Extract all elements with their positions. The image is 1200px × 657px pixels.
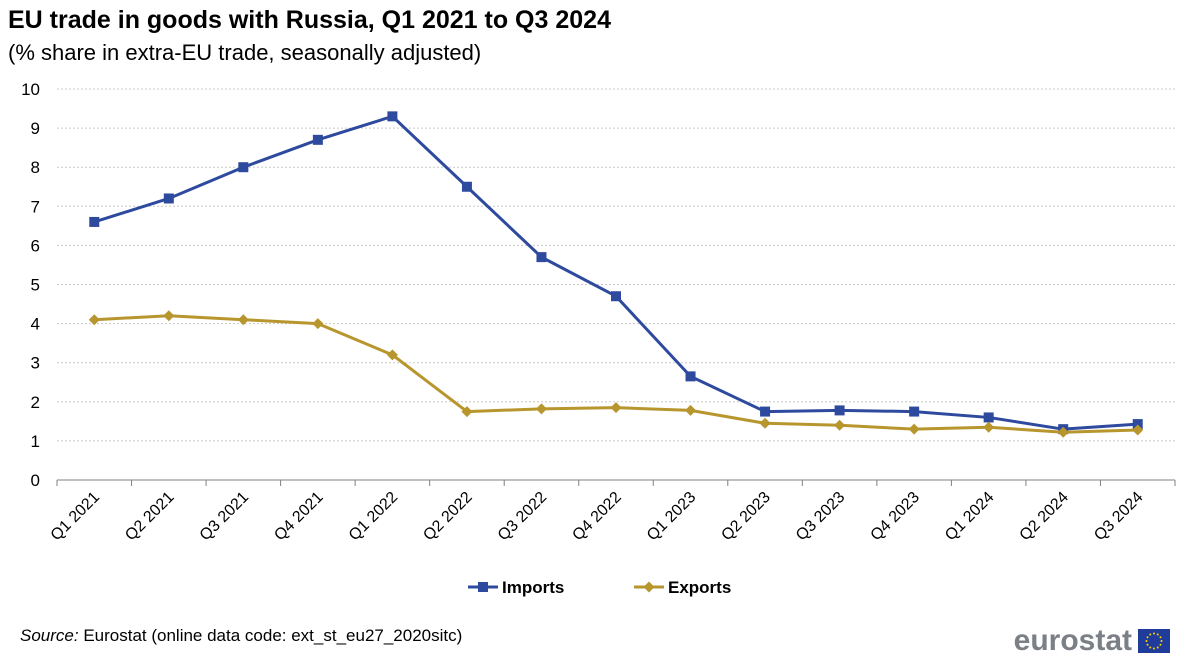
x-tick-label: Q1 2024 [942,489,997,544]
y-tick-label: 8 [31,158,40,177]
x-tick-label: Q3 2023 [793,489,848,544]
data-point-exports [610,402,622,414]
legend-label: Imports [502,578,564,597]
y-tick-label: 5 [31,276,40,295]
series-line-imports [93,114,1138,431]
logo-text: eurostat [1013,624,1132,657]
x-tick-label: Q1 2022 [346,489,401,544]
x-tick-label: Q2 2022 [420,489,475,544]
y-tick-label: 7 [31,197,40,216]
legend-item-imports: Imports [468,578,564,597]
source-label: Source: [20,626,79,645]
x-tick-label: Q3 2024 [1091,489,1146,544]
data-point-exports [1132,424,1144,436]
data-point-exports [535,403,547,415]
y-tick-label: 0 [31,471,40,490]
y-tick-label: 9 [31,119,40,138]
x-tick-label: Q1 2023 [644,489,699,544]
source-text: Eurostat (online data code: ext_st_eu27_… [78,626,463,645]
data-point-exports [834,419,846,431]
data-point-exports [983,421,995,433]
line-chart: 0 1 2 3 4 5 6 7 8 9 10 Q1 2021 Q2 2021 Q3 2021 Q4 2021… [21,80,1176,597]
y-tick-label: 4 [31,315,40,334]
chart-title: EU trade in goods with Russia, Q1 2021 t… [8,6,611,34]
y-tick-label: 10 [21,80,40,99]
legend-marker [478,582,488,592]
data-point-imports [536,252,547,263]
legend-label: Exports [668,578,731,597]
data-point-exports [312,318,324,330]
data-point-imports [685,371,696,382]
legend-item-exports: Exports [634,578,731,597]
x-tick-label: Q4 2022 [569,489,624,544]
chart-subtitle: (% share in extra-EU trade, seasonally a… [8,40,482,65]
x-tick-label: Q4 2021 [271,489,326,544]
data-point-exports [461,406,473,418]
x-tick-label: Q2 2024 [1017,489,1072,544]
x-tick-label: Q1 2021 [48,489,103,544]
data-point-imports [760,406,771,417]
data-point-imports [312,134,323,145]
x-tick-label: Q3 2021 [197,489,252,544]
x-tick-label: Q2 2021 [122,489,177,544]
x-tick-label: Q2 2023 [718,489,773,544]
data-point-imports [834,405,845,416]
y-tick-label: 2 [31,393,40,412]
data-point-imports [238,162,249,173]
data-point-imports [461,181,472,192]
data-point-exports [759,417,771,429]
data-point-imports [909,406,920,417]
data-point-imports [163,193,174,204]
data-point-imports [983,412,994,423]
legend-marker [643,581,655,593]
data-point-imports [611,291,621,302]
data-point-imports [1132,419,1143,430]
data-point-exports [237,314,249,326]
data-point-exports [163,310,175,322]
y-tick-label: 1 [31,432,40,451]
series-line-exports [94,314,1138,434]
y-tick-label: 3 [31,354,40,373]
y-tick-label: 6 [31,236,40,255]
eurostat-logo: eurostat [1014,626,1170,656]
x-tick-label: Q4 2023 [868,489,923,544]
data-point-exports [386,349,398,361]
data-point-exports [1057,426,1069,438]
eu-flag-icon [1138,629,1170,653]
source-note: Source: Eurostat (online data code: ext_… [20,626,462,646]
data-point-exports [88,314,100,326]
data-point-imports [387,111,398,122]
data-point-imports [89,216,100,227]
x-tick-label: Q3 2022 [495,489,550,544]
data-point-exports [908,423,920,435]
data-point-exports [685,404,697,416]
